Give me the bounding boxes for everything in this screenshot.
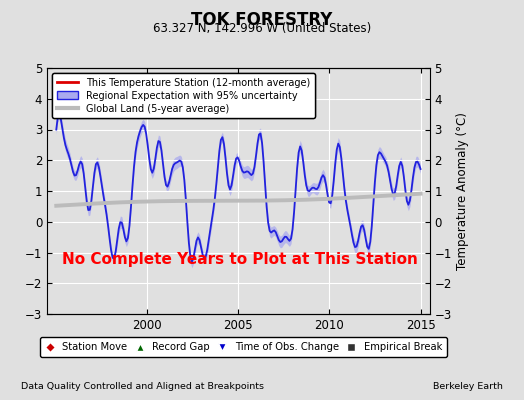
Y-axis label: Temperature Anomaly (°C): Temperature Anomaly (°C) xyxy=(456,112,469,270)
Text: TOK FORESTRY: TOK FORESTRY xyxy=(191,11,333,29)
Legend: Station Move, Record Gap, Time of Obs. Change, Empirical Break: Station Move, Record Gap, Time of Obs. C… xyxy=(40,337,447,357)
Text: No Complete Years to Plot at This Station: No Complete Years to Plot at This Statio… xyxy=(62,252,418,267)
Text: Data Quality Controlled and Aligned at Breakpoints: Data Quality Controlled and Aligned at B… xyxy=(21,382,264,391)
Text: Berkeley Earth: Berkeley Earth xyxy=(433,382,503,391)
Legend: This Temperature Station (12-month average), Regional Expectation with 95% uncer: This Temperature Station (12-month avera… xyxy=(52,73,315,118)
Text: 63.327 N, 142.996 W (United States): 63.327 N, 142.996 W (United States) xyxy=(153,22,371,36)
